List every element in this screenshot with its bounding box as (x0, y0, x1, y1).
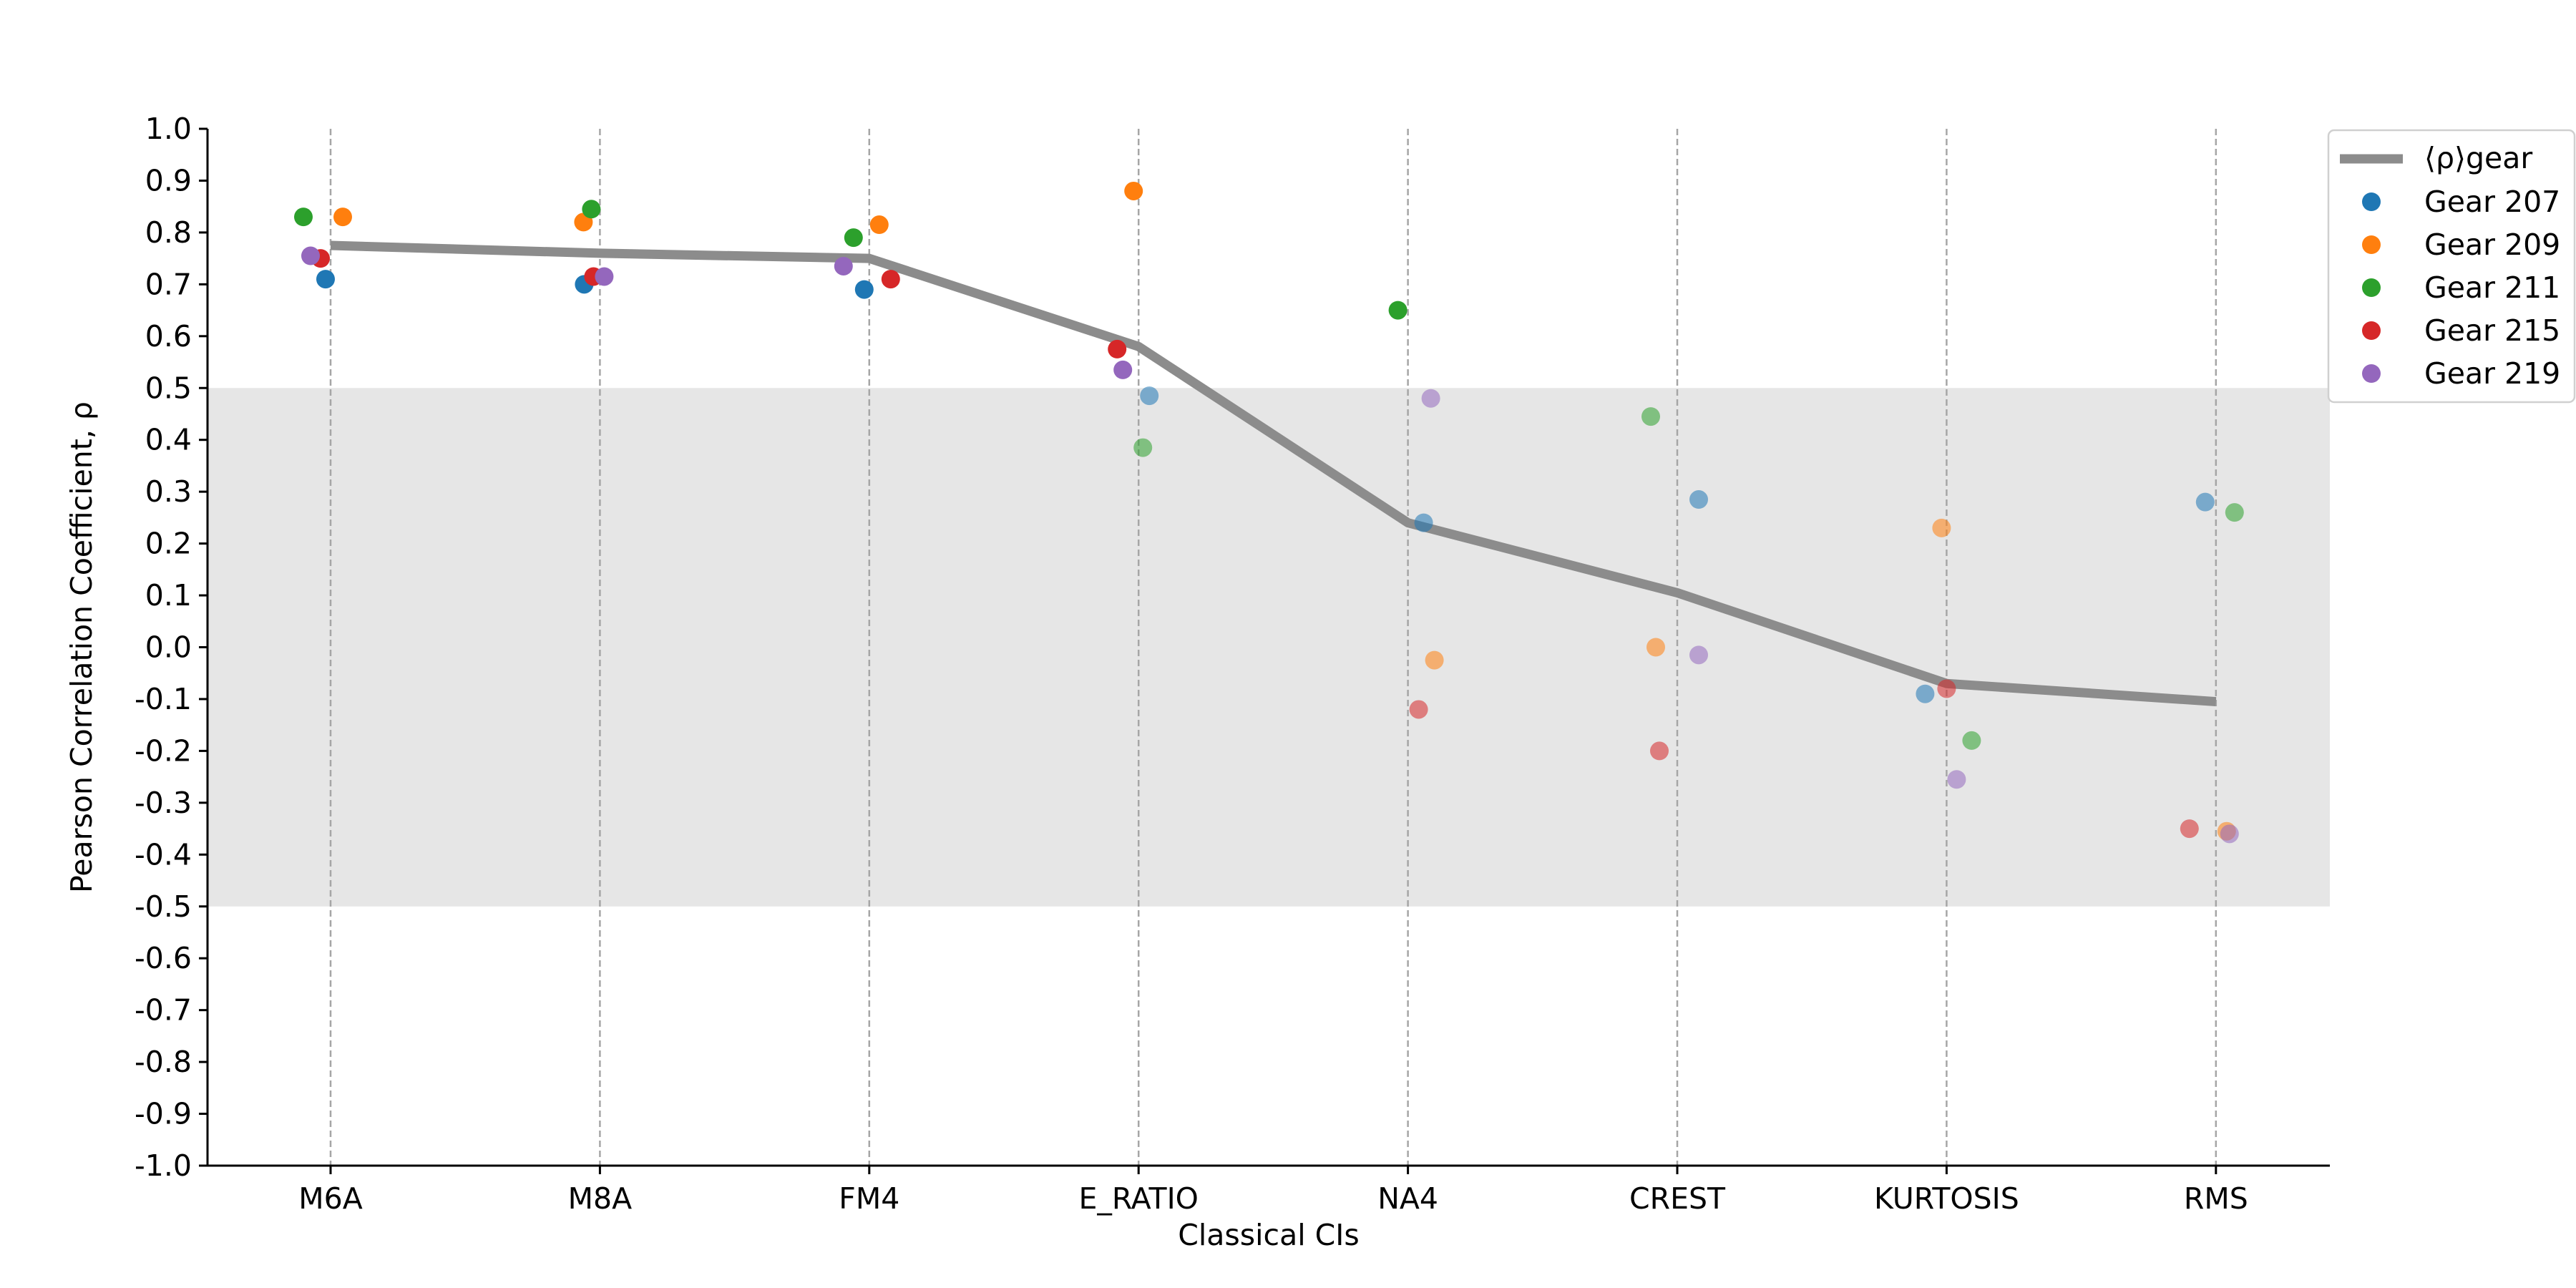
data-point (1113, 360, 1133, 379)
tick-labels-layer: 1.0 0.9 0.8 0.7 0.6 0.5 0.4 0.3 0.2 0.1 0.0 -0.1 -0.… (135, 112, 2248, 1216)
data-point (1916, 684, 1935, 703)
data-point (1409, 700, 1428, 719)
y-tick-label: 0.1 (145, 578, 192, 613)
mean-correlation-line (330, 240, 2217, 707)
data-point (869, 215, 889, 235)
data-point (595, 267, 614, 286)
x-tick-label: FM4 (839, 1181, 899, 1216)
legend: ⟨ρ⟩gear Gear 207 Gear 209 Gear 211 Gear 215 G… (2327, 129, 2576, 404)
y-tick-label: -0.5 (135, 889, 192, 924)
x-tick-label: NA4 (1377, 1181, 1438, 1216)
x-tick-label: E_RATIO (1078, 1181, 1199, 1216)
data-point (854, 280, 874, 299)
y-tick-label: -0.7 (135, 993, 192, 1028)
data-point (2225, 503, 2244, 522)
y-tick-label: 0.7 (145, 267, 192, 301)
y-tick-label: 0.3 (145, 474, 192, 509)
data-point (1947, 770, 1966, 789)
data-point (1140, 386, 1159, 406)
data-point (881, 270, 900, 289)
data-point (1425, 650, 1444, 670)
data-point (294, 208, 313, 227)
y-tick-label: 0.6 (145, 319, 192, 353)
data-point (1962, 731, 1981, 750)
data-point (582, 200, 601, 219)
legend-label: Gear 207 (2424, 185, 2560, 219)
data-point (301, 246, 320, 265)
legend-marker (2362, 364, 2381, 383)
y-tick-label: 1.0 (145, 112, 192, 146)
data-point (1388, 301, 1407, 320)
data-point (1641, 407, 1660, 426)
data-point (834, 256, 853, 275)
category-grid-layer (329, 129, 2218, 1166)
legend-box (2327, 129, 2576, 404)
data-point (1414, 513, 1433, 532)
data-point (1932, 518, 1951, 537)
y-tick-label: -0.3 (135, 786, 192, 820)
legend-marker (2362, 278, 2381, 297)
legend-label: Gear 211 (2424, 270, 2560, 305)
legend-label: Gear 215 (2424, 313, 2560, 348)
legend-label: ⟨ρ⟩gear (2424, 141, 2532, 175)
data-point (844, 228, 863, 248)
data-point (1689, 490, 1708, 509)
y-tick-label: 0.4 (145, 423, 192, 457)
x-tick-label: RMS (2184, 1181, 2248, 1216)
data-point (1108, 339, 1127, 358)
y-axis-title: Pearson Correlation Coefficient, ρ (64, 401, 99, 893)
mean-line-layer (330, 240, 2217, 707)
data-point (2195, 492, 2215, 512)
data-point (1133, 438, 1153, 457)
y-tick-label: -1.0 (135, 1148, 192, 1183)
points-layer (294, 181, 2244, 844)
y-tick-label: -0.2 (135, 733, 192, 768)
data-point (1937, 679, 1956, 698)
legend-marker (2362, 192, 2381, 211)
data-point (2180, 819, 2199, 839)
y-tick-label: 0.5 (145, 371, 192, 405)
data-point (1689, 645, 1708, 665)
x-tick-label: M8A (568, 1181, 633, 1216)
axes-layer (199, 127, 2330, 1174)
data-point (1421, 389, 1440, 408)
legend-marker (2362, 321, 2381, 340)
data-point (316, 270, 335, 289)
y-tick-label: -0.8 (135, 1045, 192, 1079)
x-tick-label: M6A (298, 1181, 363, 1216)
x-axis-title: Classical CIs (1178, 1218, 1359, 1252)
y-tick-label: 0.0 (145, 630, 192, 665)
y-tick-label: -0.9 (135, 1097, 192, 1131)
legend-label: Gear 209 (2424, 228, 2560, 262)
data-point (1124, 181, 1143, 200)
data-point (2220, 824, 2239, 844)
y-tick-label: 0.2 (145, 527, 192, 561)
neutral-band (208, 388, 2330, 907)
y-tick-label: -0.1 (135, 682, 192, 716)
y-tick-label: 0.8 (145, 215, 192, 250)
y-tick-label: 0.9 (145, 163, 192, 197)
y-tick-label: -0.6 (135, 941, 192, 975)
legend-label: Gear 219 (2424, 356, 2560, 391)
legend-marker (2362, 235, 2381, 254)
neutral-band-layer (208, 388, 2330, 907)
x-tick-label: CREST (1629, 1181, 1726, 1216)
data-point (333, 208, 352, 227)
data-point (1646, 638, 1665, 657)
y-tick-label: -0.4 (135, 837, 192, 872)
x-tick-label: KURTOSIS (1874, 1181, 2019, 1216)
data-point (1650, 741, 1669, 761)
